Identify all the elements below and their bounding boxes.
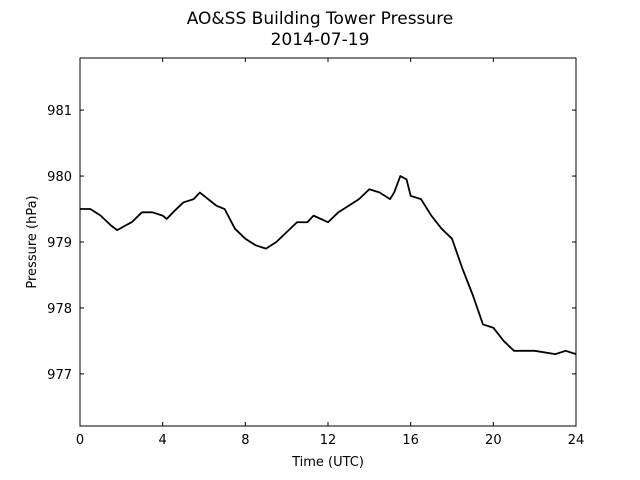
- x-tick-label: 0: [76, 433, 84, 448]
- x-tick-label: 20: [485, 433, 502, 448]
- x-tick-label: 24: [568, 433, 585, 448]
- y-axis-label: Pressure (hPa): [25, 195, 40, 288]
- plot-frame: [79, 57, 577, 427]
- chart-title: AO&SS Building Tower Pressure: [187, 9, 454, 29]
- y-tick-label: 978: [47, 302, 72, 317]
- chart-subtitle: 2014-07-19: [271, 30, 370, 50]
- x-tick-label: 12: [320, 433, 337, 448]
- y-tick-label: 979: [47, 236, 72, 251]
- x-tick-label: 16: [402, 433, 419, 448]
- x-tick-label: 8: [241, 433, 249, 448]
- y-tick-label: 980: [47, 170, 72, 185]
- y-tick-label: 981: [47, 104, 72, 119]
- x-tick-label: 4: [159, 433, 167, 448]
- y-tick-label: 977: [47, 368, 72, 383]
- data-line: [80, 175, 577, 356]
- x-axis-label: Time (UTC): [291, 455, 364, 470]
